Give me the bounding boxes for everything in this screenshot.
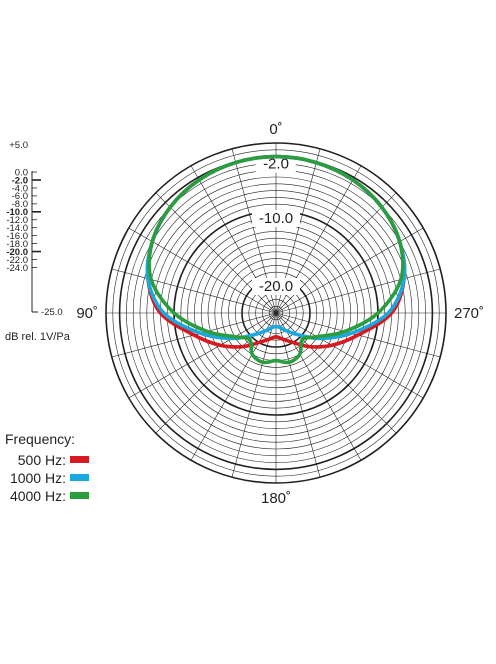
legend-label: 1000 Hz: (10, 470, 66, 486)
scale-label: -6.0 (12, 191, 28, 202)
ring-label: -2.0 (263, 156, 289, 173)
angle-label: 270˚ (454, 305, 484, 322)
ring-label-bg (256, 155, 296, 173)
scale-label: 0.0 (15, 167, 28, 178)
scale-label: -22.0 (6, 255, 28, 266)
legend-title: Frequency: (5, 431, 75, 447)
legend-swatch (70, 456, 89, 463)
scale-label: -24.0 (6, 263, 28, 274)
grid-spoke (155, 312, 277, 434)
scale-label: -4.0 (12, 183, 28, 194)
scale-label: -18.0 (6, 239, 28, 250)
ring-label: -20.0 (259, 278, 293, 295)
scale-label: -14.0 (6, 223, 28, 234)
frequency-curves (145, 154, 407, 365)
angle-label: 0˚ (269, 121, 282, 138)
scale-label: -16.0 (6, 231, 28, 242)
scale-label: -12.0 (6, 215, 28, 226)
grid-spoke (275, 312, 362, 461)
legend-swatch (70, 474, 89, 481)
db-scale: +5.00.0-2.0-4.0-6.0-8.0-10.0-12.0-14.0-1… (5, 140, 71, 343)
scale-label: -25.0 (41, 307, 63, 318)
grid-spoke (275, 312, 424, 399)
ring-labels: -2.0 -10.0 -20.0 (252, 155, 300, 295)
angle-labels: 0˚ 90˚ 180˚ 270˚ (76, 121, 484, 507)
grid-spoke (275, 268, 441, 314)
scale-label: +5.0 (9, 140, 28, 151)
angle-label: 180˚ (261, 490, 291, 507)
grid-spoke (128, 312, 277, 399)
curve-4000hz (147, 154, 405, 365)
grid-spoke (111, 268, 277, 314)
scale-label: -8.0 (12, 199, 28, 210)
scale-label: -10.0 (6, 207, 28, 218)
angle-label: 90˚ (76, 305, 98, 322)
ring-label-bg (252, 278, 300, 295)
legend-label: 500 Hz: (18, 452, 66, 468)
legend-swatch (70, 492, 89, 499)
scale-label: -20.0 (6, 247, 28, 258)
ring-label: -10.0 (259, 210, 293, 227)
grid-spoke (190, 312, 277, 461)
scale-label: -2.0 (12, 175, 28, 186)
ring-label-bg (252, 210, 300, 227)
grid-spoke (275, 312, 397, 434)
unit-label: dB rel. 1V/Pa (5, 331, 71, 343)
polar-grid (105, 142, 447, 484)
legend-label: 4000 Hz: (10, 488, 66, 504)
legend: Frequency: 500 Hz: 1000 Hz: 4000 Hz: (5, 431, 89, 504)
